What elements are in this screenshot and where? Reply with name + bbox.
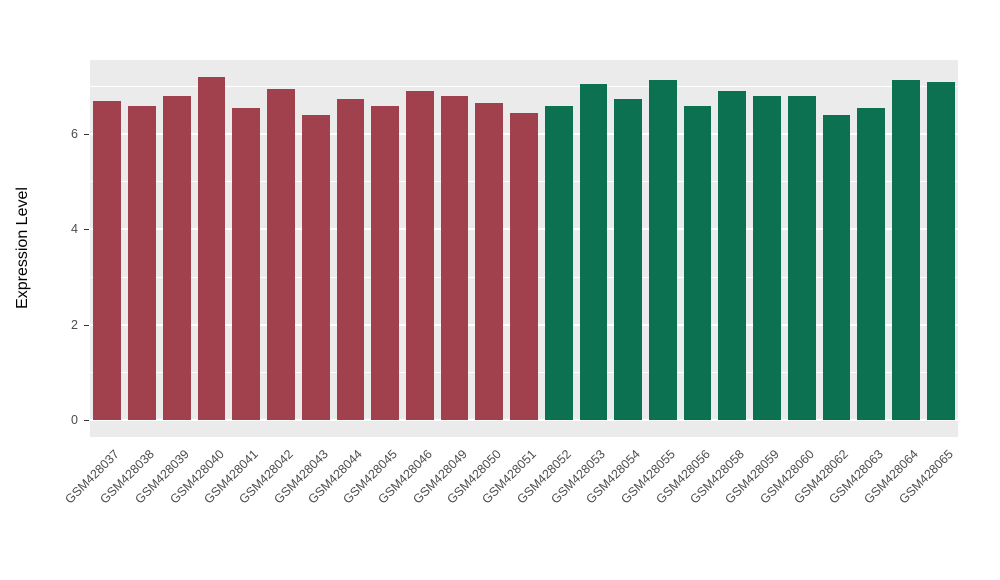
bar-GSM428064 [892, 79, 920, 420]
bar-GSM428058 [718, 91, 747, 420]
bar-GSM428060 [787, 96, 816, 420]
bar-GSM428054 [614, 98, 643, 420]
y-tick-label-4: 4 [71, 222, 78, 237]
chart-panel [90, 60, 958, 437]
bar-GSM428052 [544, 105, 573, 420]
bar-GSM428038 [128, 105, 156, 420]
bar-GSM428059 [753, 96, 781, 420]
bar-GSM428062 [822, 115, 851, 420]
y-tick-mark [84, 419, 89, 421]
y-tick-label-2: 2 [71, 317, 78, 332]
bar-GSM428050 [475, 103, 504, 420]
bar-GSM428056 [683, 105, 712, 420]
bar-GSM428046 [405, 91, 434, 420]
bar-GSM428044 [336, 98, 365, 420]
bar-GSM428063 [857, 108, 886, 420]
y-tick-mark [84, 134, 89, 136]
bar-GSM428049 [440, 96, 469, 420]
bar-GSM428045 [371, 105, 399, 420]
bar-GSM428065 [926, 81, 955, 420]
bar-GSM428037 [93, 100, 122, 420]
y-tick-label-6: 6 [71, 127, 78, 142]
gridline-minor [90, 86, 958, 88]
bar-GSM428055 [648, 79, 677, 420]
bar-GSM428042 [267, 89, 295, 420]
y-axis-title: Expression Level [14, 187, 31, 309]
y-tick-mark [84, 324, 89, 326]
bar-GSM428041 [232, 108, 261, 420]
bar-GSM428040 [197, 77, 226, 420]
bar-GSM428043 [301, 115, 330, 420]
y-tick-mark [84, 229, 89, 231]
bar-GSM428051 [510, 112, 538, 420]
y-tick-label-0: 0 [71, 412, 78, 427]
bar-GSM428053 [579, 84, 608, 420]
bar-GSM428039 [162, 96, 191, 420]
gridline-major [90, 418, 958, 421]
